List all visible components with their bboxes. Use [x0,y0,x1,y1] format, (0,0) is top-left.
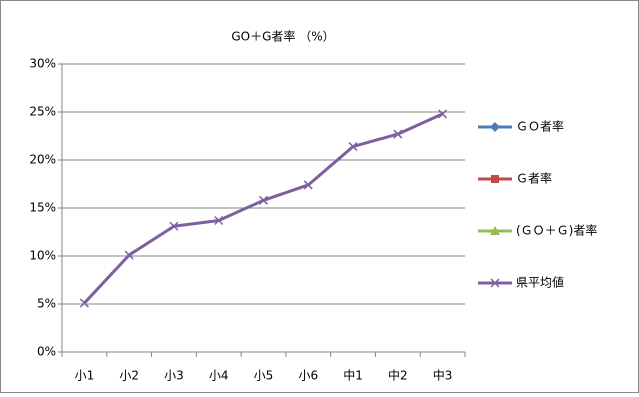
y-tick-label: 10% [29,249,56,263]
marker [438,109,448,119]
marker [490,122,500,132]
marker [258,195,269,205]
chart-title: GO＋G者率 （%） [231,29,334,44]
legend-label: ＧＯ者率 [516,119,564,134]
x-tick-label: 中2 [388,368,408,383]
x-tick-label: 小4 [209,369,229,383]
marker [124,250,134,260]
marker [214,215,224,226]
y-tick-label: 20% [29,153,56,167]
y-tick-label: 15% [29,201,56,215]
y-tick-label: 30% [29,57,56,71]
x-tick-label: 小6 [298,369,318,383]
y-tick-label: 0% [37,345,56,359]
x-tick-label: 小3 [164,369,184,383]
marker [393,129,403,139]
marker [490,278,500,288]
x-tick-label: 小2 [119,369,139,383]
x-tick-label: 中1 [343,368,363,383]
marker [79,298,89,308]
y-tick-label: 5% [37,297,56,311]
x-tick-label: 小1 [75,369,95,383]
legend-label: Ｇ者率 [516,171,552,186]
marker [348,142,358,152]
marker [490,226,500,235]
marker [169,221,179,231]
x-tick-label: 中3 [433,368,453,383]
legend-label: (ＧＯ＋Ｇ)者率 [516,223,597,238]
legend-label: 県平均値 [516,275,564,290]
x-tick-label: 小5 [254,369,274,383]
marker [303,180,313,190]
marker [491,175,499,183]
y-tick-label: 25% [29,105,56,119]
